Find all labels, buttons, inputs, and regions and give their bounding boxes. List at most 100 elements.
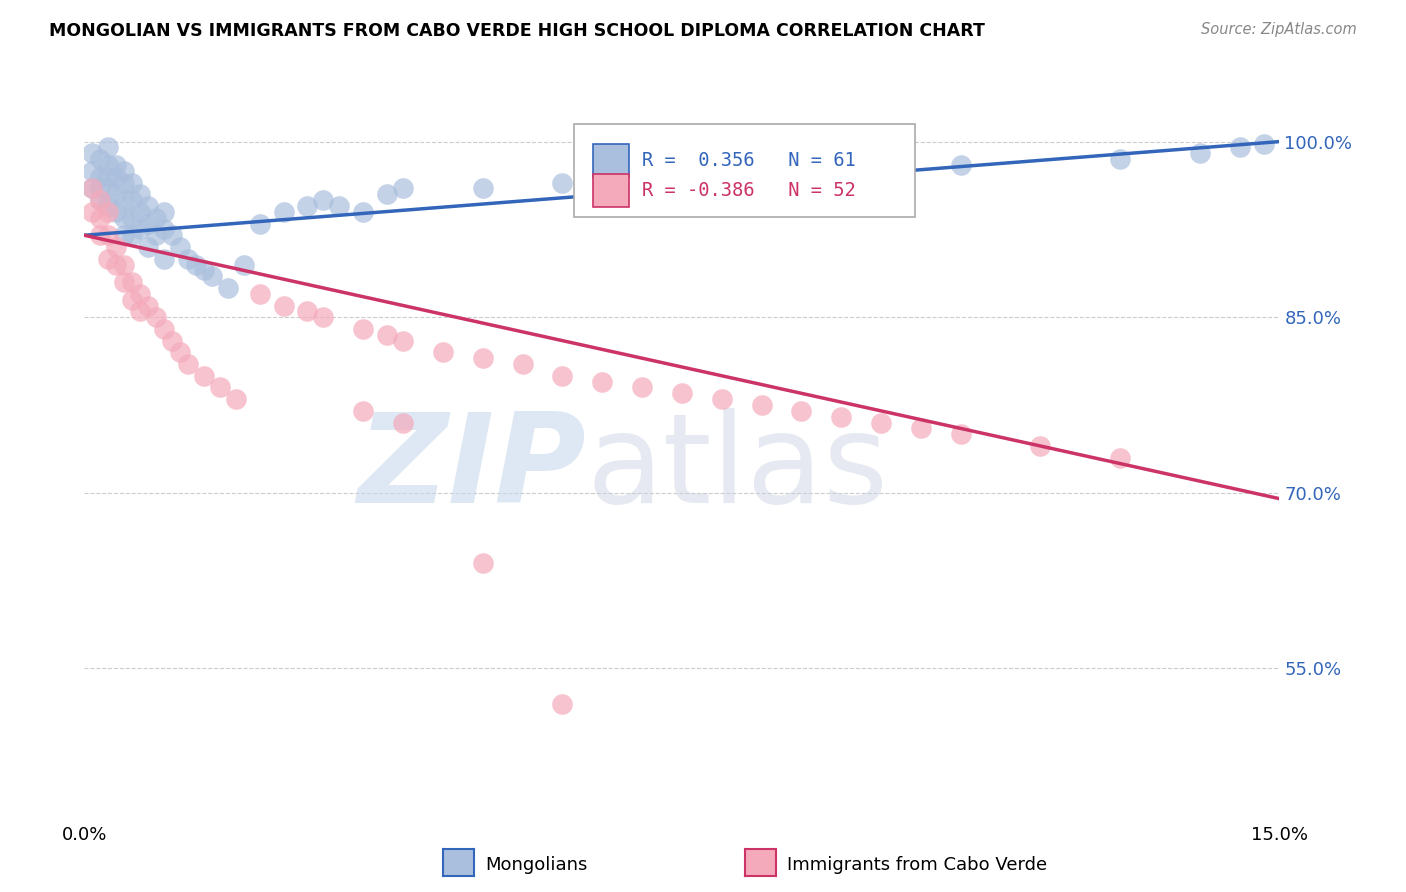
Point [392,181,415,195]
Point [392,416,415,430]
FancyBboxPatch shape [575,124,915,218]
Point [112,211,135,225]
Point [153,252,176,266]
Point [297,199,319,213]
Point [136,299,159,313]
Point [97,169,120,184]
Point [551,368,574,383]
Point [169,345,191,359]
Point [129,304,152,318]
Point [160,228,183,243]
Point [790,164,813,178]
Point [591,375,613,389]
Point [949,427,972,442]
Point [328,199,350,213]
Point [177,357,200,371]
Point [105,169,128,184]
Point [105,158,128,172]
Point [1109,152,1132,166]
Point [512,357,534,371]
Point [89,152,111,166]
Point [82,181,104,195]
Point [160,334,183,348]
Point [1253,136,1275,151]
Point [471,351,494,366]
Point [551,176,574,190]
Point [249,217,271,231]
Point [1229,140,1251,154]
Point [1188,146,1211,161]
Point [273,205,295,219]
Point [82,164,104,178]
Point [153,322,176,336]
Point [145,310,167,325]
Point [217,281,239,295]
Point [297,304,319,318]
Text: Immigrants from Cabo Verde: Immigrants from Cabo Verde [787,856,1047,874]
Point [97,158,120,172]
Point [105,240,128,254]
Point [870,416,893,430]
Point [121,228,143,243]
Point [97,228,120,243]
Point [121,211,143,225]
FancyBboxPatch shape [593,174,630,207]
Point [312,193,335,207]
Point [671,386,693,401]
Point [89,181,111,195]
Point [551,697,574,711]
Point [97,252,120,266]
Point [105,258,128,272]
Point [710,392,733,407]
Point [136,217,159,231]
Point [82,181,104,195]
Point [112,275,135,289]
Point [751,398,773,412]
Point [471,181,494,195]
Point [129,187,152,202]
Point [97,199,120,213]
Point [145,211,167,225]
Point [193,263,215,277]
Point [352,404,374,418]
Point [97,181,120,195]
Point [352,205,374,219]
Point [129,222,152,236]
Point [129,205,152,219]
Point [89,169,111,184]
Point [121,275,143,289]
Point [121,193,143,207]
Point [97,140,120,154]
Point [352,322,374,336]
Point [208,380,231,394]
Point [121,293,143,307]
Point [169,240,191,254]
Point [112,258,135,272]
Point [89,193,111,207]
Point [112,228,135,243]
Point [1109,450,1132,465]
Point [97,205,120,219]
FancyBboxPatch shape [593,144,630,177]
Point [375,327,398,342]
Point [432,345,454,359]
Point [136,240,159,254]
Point [153,222,176,236]
Point [631,380,654,394]
Point [193,368,215,383]
Point [225,392,247,407]
Point [790,404,813,418]
Point [375,187,398,202]
Text: ZIP: ZIP [357,408,586,529]
Point [910,421,932,435]
Point [184,258,207,272]
Point [312,310,335,325]
Point [249,286,271,301]
Point [89,211,111,225]
Point [145,228,167,243]
Point [121,176,143,190]
Text: atlas: atlas [586,408,889,529]
Point [105,205,128,219]
Point [471,556,494,570]
Point [112,164,135,178]
